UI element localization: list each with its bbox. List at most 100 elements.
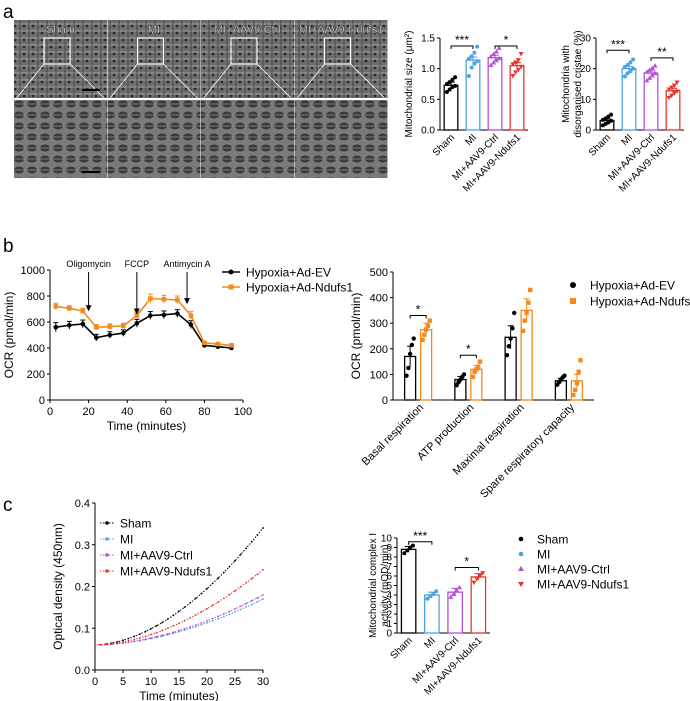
data-point-sham (194, 597, 197, 600)
y-tick-label: 2 (386, 610, 392, 621)
annotation-arrow-head (184, 298, 191, 305)
y-tick-label: 100 (370, 369, 388, 381)
bar-mi-aav9-ndufs1 (470, 576, 487, 634)
data-point (504, 353, 510, 358)
legend-label-sham: Sham (537, 533, 568, 547)
data-point-mi (628, 60, 633, 65)
data-point-sham (189, 601, 192, 604)
data-point-mi (217, 617, 220, 620)
data-point-sham (206, 587, 208, 590)
data-point-hypoxia-ad-ndufs1 (148, 296, 153, 301)
y-tick-label: 8 (386, 553, 392, 564)
bar-mi (424, 594, 440, 634)
series-line-mi (94, 598, 264, 646)
data-point-mi-aav9-ndufs1 (250, 577, 253, 580)
em-column-label-mi: MI (148, 24, 160, 36)
data-point-mi-aav9-ndufs1 (172, 624, 175, 627)
legend-label-mi-aav9-ndufs1: MI+AAV9-Ndufs1 (537, 578, 629, 592)
data-point (470, 374, 475, 380)
y-tick-label: 0 (585, 126, 591, 137)
data-point-mi-aav9-ctrl (496, 45, 502, 50)
x-tick-label: 100 (234, 406, 252, 418)
significance-label: * (466, 342, 471, 356)
data-point-mi (228, 613, 231, 616)
significance-bracket (606, 49, 630, 54)
x-tick-label: 80 (198, 406, 210, 418)
data-point-mi-aav9-ndufs1 (666, 87, 672, 93)
y-tick-label: 600 (27, 317, 45, 329)
y-tick-label: 200 (27, 369, 45, 381)
x-axis-label: Time (minutes) (107, 419, 187, 433)
data-point-mi-aav9-ndufs1 (666, 95, 672, 101)
em-zoom-line-right (163, 63, 200, 101)
data-point-hypoxia-ad-ndufs1 (53, 304, 59, 309)
series-line-hypoxia-ad-ndufs1 (55, 297, 232, 347)
data-point-mi-aav9-ndufs1 (245, 581, 248, 584)
series-line-mi-aav9-ndufs1 (94, 569, 264, 646)
data-point-sham (133, 635, 136, 638)
y-tick-label: 500 (370, 267, 388, 279)
y-tick-label: 400 (370, 293, 388, 305)
data-point-mi-aav9-ndufs1 (127, 639, 130, 642)
legend-marker-mi-aav9-ndufs1 (105, 569, 109, 573)
bar-sham (400, 548, 417, 634)
y-tick-label: 200 (370, 344, 388, 356)
data-point-mi-aav9-ctrl (491, 51, 497, 56)
data-point-mi-aav9-ndufs1 (518, 64, 524, 70)
legend-label-mi-aav9-ctrl: MI+AAV9-Ctrl (537, 563, 610, 577)
y-tick-label: 5 (386, 581, 392, 592)
y-tick-label: 800 (27, 291, 45, 303)
data-point-mi (628, 69, 633, 74)
data-point (520, 328, 526, 334)
data-point-sham (161, 621, 164, 624)
y-axis-label: OCR (pmol/min) (349, 293, 363, 380)
significance-label: ** (657, 45, 667, 59)
data-point-mi-aav9-ndufs1 (515, 58, 521, 63)
data-point (510, 326, 515, 331)
data-point (578, 358, 583, 363)
data-point-mi-aav9-ctrl (488, 62, 494, 67)
data-point-mi-aav9-ndufs1 (228, 593, 231, 596)
legend-marker-mi (518, 551, 524, 557)
data-point-hypoxia-ad-ev (121, 330, 126, 336)
data-point-mi-aav9-ctrl (189, 626, 192, 628)
y-tick-label: 0 (386, 629, 392, 640)
significance-label: * (416, 303, 421, 317)
data-point (477, 359, 483, 364)
data-point (524, 310, 529, 316)
data-point-mi (469, 65, 474, 70)
significance-label: *** (611, 37, 625, 51)
y-axis-label: Optical density (450nm) (51, 523, 65, 650)
legend-label-hypoxia-ad-ev: Hypoxia+Ad-EV (590, 279, 675, 293)
y-axis-label: Mitochondrial size (μm²) (404, 31, 415, 138)
y-axis-label: Mitochondrial complex I (368, 533, 379, 638)
data-point-sham (211, 582, 214, 585)
data-point-mi-aav9-ndufs1 (262, 568, 264, 571)
data-point-mi (183, 629, 186, 632)
data-point-mi-aav9-ctrl (144, 638, 147, 641)
bar-mi (465, 59, 481, 131)
data-point (522, 318, 528, 323)
significance-bracket (408, 541, 433, 545)
panel-label-b: b (3, 236, 14, 257)
data-point-sham (239, 553, 242, 556)
em-zoom-box-mi-aav9-ndufs1 (323, 37, 352, 65)
data-point-mi (206, 621, 208, 624)
data-point-mi-aav9-ctrl (206, 619, 208, 622)
category-label-mi: MI (619, 132, 635, 148)
data-point-mi-aav9-ctrl (652, 70, 658, 76)
data-point-mi-aav9-ndufs1 (200, 611, 203, 613)
data-point-mi-aav9-ctrl (234, 607, 236, 610)
data-point-mi (475, 44, 480, 49)
significance-label: *** (413, 529, 427, 543)
series-line-mi-aav9-ctrl (94, 594, 264, 646)
data-point-mi-aav9-ndufs1 (518, 51, 524, 57)
x-tick-label: 20 (82, 406, 94, 418)
legend-label-mi: MI (120, 533, 133, 547)
data-point-mi-aav9-ndufs1 (110, 642, 113, 645)
data-point-hypoxia-ad-ndufs1 (161, 296, 167, 302)
data-point-mi (239, 608, 242, 611)
significance-label: *** (455, 33, 469, 47)
category-label-sham: Sham (388, 635, 414, 661)
em-column-label-mi-aav9-ndufs1: MI+AAV9-Ndufs1 (299, 24, 383, 36)
